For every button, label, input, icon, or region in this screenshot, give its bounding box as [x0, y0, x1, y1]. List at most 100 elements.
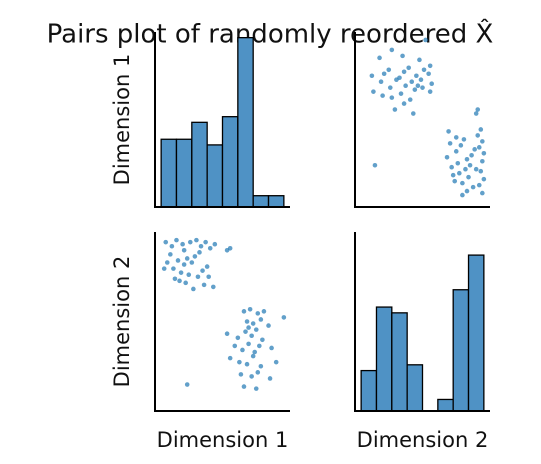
scatter-point: [261, 309, 267, 314]
scatter-point: [386, 67, 392, 73]
scatter-point: [453, 135, 459, 140]
scatter-point: [475, 133, 481, 138]
scatter-point: [201, 282, 207, 288]
scatter-point: [415, 83, 421, 88]
scatter-point: [450, 172, 456, 178]
scatter-point: [480, 190, 485, 196]
scatter-point: [200, 268, 205, 273]
scatter-point: [241, 309, 247, 314]
scatter-point: [244, 361, 250, 367]
scatter-point: [389, 95, 395, 100]
histogram-bar: [375, 306, 393, 412]
scatter-point: [418, 77, 424, 83]
scatter-point: [203, 239, 208, 245]
scatter-point: [472, 147, 477, 152]
scatter-point: [410, 111, 416, 116]
scatter-point: [235, 335, 241, 341]
y-axis-label: Dimension 1: [110, 54, 134, 186]
scatter-point: [414, 73, 419, 79]
scatter-point: [175, 258, 181, 263]
scatter-point: [457, 170, 462, 176]
scatter-point: [444, 154, 450, 160]
histogram-bar: [191, 121, 208, 208]
scatter-point: [427, 63, 433, 69]
scatter-point: [398, 91, 404, 96]
scatter-point: [247, 306, 253, 312]
scatter-point: [423, 37, 428, 43]
scatter-point: [163, 239, 169, 245]
scatter-point: [249, 374, 254, 379]
scatter-point: [181, 262, 187, 267]
scatter-point: [258, 317, 264, 322]
histogram-bar: [406, 364, 424, 412]
scatter-point: [243, 329, 248, 334]
scatter-point: [184, 256, 190, 261]
scatter-point: [372, 162, 378, 168]
scatter-point: [212, 241, 218, 247]
scatter-point: [183, 280, 188, 286]
scatter-point: [197, 250, 202, 255]
scatter-point: [392, 107, 398, 112]
histogram-bar: [360, 369, 378, 412]
scatter-point: [246, 325, 251, 330]
scatter-point: [460, 192, 465, 198]
scatter-point: [189, 260, 195, 265]
scatter-point: [464, 188, 470, 194]
x-axis-label: Dimension 2: [357, 428, 489, 452]
scatter-point: [458, 143, 464, 148]
scatter-point: [480, 158, 485, 164]
scatter-point: [407, 97, 413, 102]
y-axis-label: Dimension 2: [110, 256, 134, 388]
scatter-point: [426, 71, 431, 77]
scatter-point: [207, 245, 213, 251]
scatter-point: [227, 355, 233, 361]
scatter-point: [258, 363, 264, 369]
scatter-point: [476, 182, 482, 188]
scatter-point: [381, 71, 387, 77]
scatter-point: [177, 278, 182, 284]
scatter-point: [478, 168, 484, 174]
scatter-point: [266, 323, 271, 328]
scatter-point: [232, 343, 238, 349]
scatter-point: [237, 359, 242, 365]
scatter-point: [250, 353, 256, 359]
scatter-point: [406, 65, 411, 71]
histogram-bar: [467, 254, 485, 412]
scatter-point: [178, 270, 184, 275]
scatter-point: [449, 164, 454, 170]
scatter-point: [250, 321, 256, 326]
scatter-point: [244, 319, 250, 324]
scatter-point: [401, 101, 407, 106]
scatter-point: [387, 85, 393, 90]
scatter-point: [421, 67, 427, 73]
scatter-point: [238, 372, 244, 377]
scatter-point: [478, 127, 484, 132]
scatter-point: [467, 162, 473, 168]
scatter-point: [461, 137, 467, 142]
scatter-point: [480, 139, 485, 144]
scatter-point: [377, 55, 382, 61]
scatter-point: [481, 151, 487, 156]
scatter-point: [429, 81, 435, 87]
scatter-point: [184, 382, 190, 387]
scatter-point: [401, 69, 407, 75]
scatter-point: [192, 254, 198, 259]
scatter-point: [172, 276, 178, 282]
scatter-point: [452, 178, 458, 184]
histogram-bar: [237, 36, 254, 208]
scatter-point: [475, 107, 481, 112]
scatter-point: [369, 73, 375, 79]
scatter-point: [447, 141, 453, 146]
histogram-bar: [175, 138, 193, 208]
scatter-point: [466, 174, 471, 180]
scatter-point: [389, 47, 395, 53]
scatter-point: [255, 370, 261, 375]
scatter-point: [473, 111, 479, 116]
scatter-point: [171, 266, 176, 271]
scatter-point: [403, 83, 408, 88]
histogram-bar: [452, 289, 470, 412]
scatter-point: [180, 241, 185, 247]
histogram-bar: [267, 195, 285, 208]
scatter-point: [453, 149, 459, 154]
scatter-point: [469, 152, 474, 158]
